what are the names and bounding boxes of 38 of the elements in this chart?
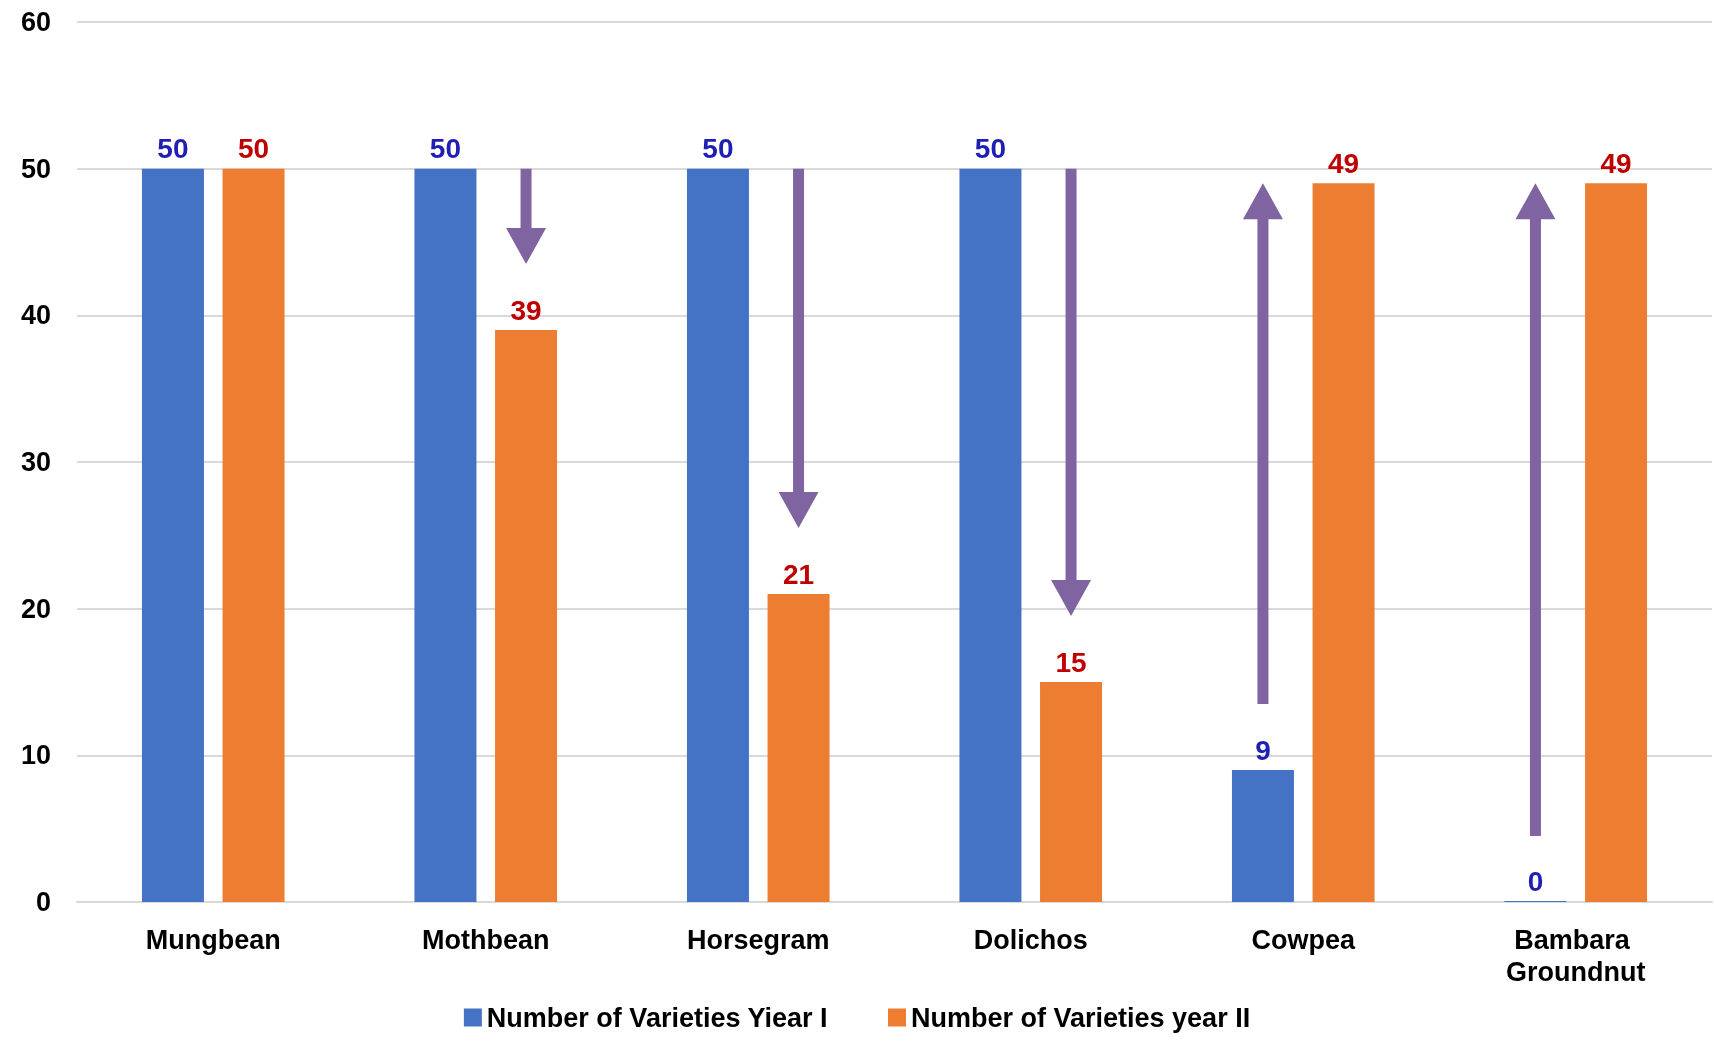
x-tick-label: Horsegram: [686, 925, 830, 955]
x-tick-label: Bambara Groundnut: [1506, 925, 1646, 987]
y-tick-label: 20: [20, 593, 51, 624]
y-tick-label: 50: [20, 153, 51, 184]
data-label: 9: [1255, 734, 1271, 766]
bar: [141, 168, 204, 902]
x-tick-label: Mothbean: [422, 925, 550, 955]
y-tick-label: 10: [20, 740, 51, 771]
bar: [414, 168, 477, 902]
bar: [767, 594, 830, 902]
bar: [686, 168, 749, 902]
data-label: 49: [1327, 147, 1360, 179]
x-tick-label: Cowpea: [1251, 925, 1356, 955]
bar: [959, 168, 1022, 902]
bar: [1312, 183, 1375, 902]
bar: [1585, 183, 1648, 902]
x-tick-label: Mungbean: [145, 925, 281, 955]
legend-label: Number of Varieties Yiear I: [486, 1002, 828, 1033]
x-tick-label: Dolichos: [973, 925, 1088, 955]
data-label: 49: [1600, 147, 1632, 179]
bar: [1040, 682, 1103, 902]
data-label: 50: [157, 133, 189, 165]
data-label: 21: [782, 558, 815, 590]
data-label: 50: [974, 133, 1007, 165]
bar: [222, 168, 285, 902]
y-tick-label: 0: [35, 887, 51, 917]
data-label: 50: [702, 133, 734, 165]
data-label: 0: [1527, 865, 1544, 897]
y-tick-label: 30: [20, 447, 51, 477]
data-label: 15: [1055, 646, 1087, 678]
y-tick-label: 40: [20, 300, 51, 331]
y-tick-label: 60: [20, 7, 51, 37]
bar: [1231, 770, 1294, 902]
data-label: 39: [510, 294, 542, 326]
data-label: 50: [429, 133, 462, 165]
legend-label: Number of Varieties year II: [911, 1002, 1251, 1033]
bar: [495, 330, 558, 902]
data-label: 50: [237, 133, 270, 165]
